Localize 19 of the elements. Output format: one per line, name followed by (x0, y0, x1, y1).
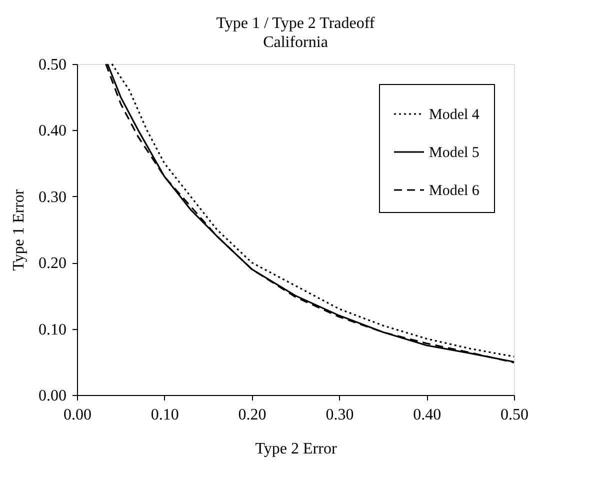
y-axis-title: Type 1 Error (10, 188, 28, 271)
y-tick-label: 0.20 (38, 255, 66, 272)
x-tick-label: 0.10 (150, 406, 179, 424)
y-tick-label: 0.00 (38, 388, 66, 404)
y-tick-label: 0.40 (38, 122, 66, 140)
y-tick-label: 0.50 (38, 56, 66, 74)
legend-label: Model 4 (429, 107, 480, 123)
chart-title: Type 1 / Type 2 Tradeoff (216, 15, 376, 32)
y-tick-label: 0.10 (38, 321, 66, 338)
x-tick-label: 0.20 (238, 406, 266, 424)
x-tick-label: 0.40 (413, 406, 442, 424)
x-tick-label: 0.30 (326, 406, 354, 424)
y-tick-label: 0.30 (38, 188, 66, 206)
x-tick-label: 0.50 (500, 406, 528, 424)
legend-label: Model 6 (429, 183, 480, 199)
legend-label: Model 5 (429, 145, 480, 161)
chart-subtitle: California (263, 34, 328, 51)
x-axis-title: Type 2 Error (255, 440, 338, 458)
x-tick-label: 0.00 (64, 406, 92, 424)
